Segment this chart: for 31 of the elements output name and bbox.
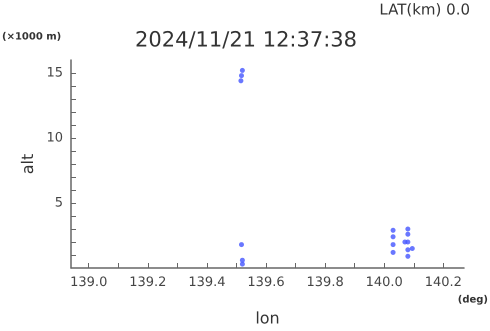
point bbox=[238, 78, 244, 84]
x-tick-label: 139.6 bbox=[247, 275, 285, 290]
x-tick-label: 139.2 bbox=[129, 275, 166, 290]
y-axis-title: alt bbox=[18, 154, 38, 174]
text: LAT(km) 0.0 bbox=[379, 0, 470, 18]
point bbox=[240, 68, 245, 73]
point bbox=[402, 240, 408, 244]
text: (deg) bbox=[458, 294, 488, 306]
x-axis-title: lon bbox=[255, 308, 280, 328]
point bbox=[405, 247, 410, 252]
point bbox=[239, 73, 244, 78]
point bbox=[405, 254, 410, 259]
point bbox=[240, 258, 245, 263]
x-tick-label: 139.4 bbox=[188, 275, 226, 290]
text: (×1000 m) bbox=[2, 32, 62, 42]
chart-title: 2024/11/21 12:37:38 bbox=[135, 28, 358, 52]
point bbox=[390, 234, 396, 240]
point bbox=[390, 242, 396, 248]
point bbox=[239, 242, 244, 248]
point bbox=[410, 246, 415, 251]
x-tick-label: 140.0 bbox=[366, 275, 403, 290]
x-tick-label: 139.0 bbox=[70, 275, 108, 290]
point bbox=[390, 228, 396, 233]
point bbox=[405, 232, 410, 237]
y-tick-label: 5 bbox=[54, 196, 63, 210]
point bbox=[405, 226, 410, 232]
x-tick-label: 139.8 bbox=[306, 275, 344, 290]
point bbox=[390, 250, 396, 255]
x-tick-label: 140.2 bbox=[424, 275, 462, 290]
y-tick-label: 10 bbox=[46, 130, 63, 146]
y-tick-label: 15 bbox=[46, 66, 63, 80]
